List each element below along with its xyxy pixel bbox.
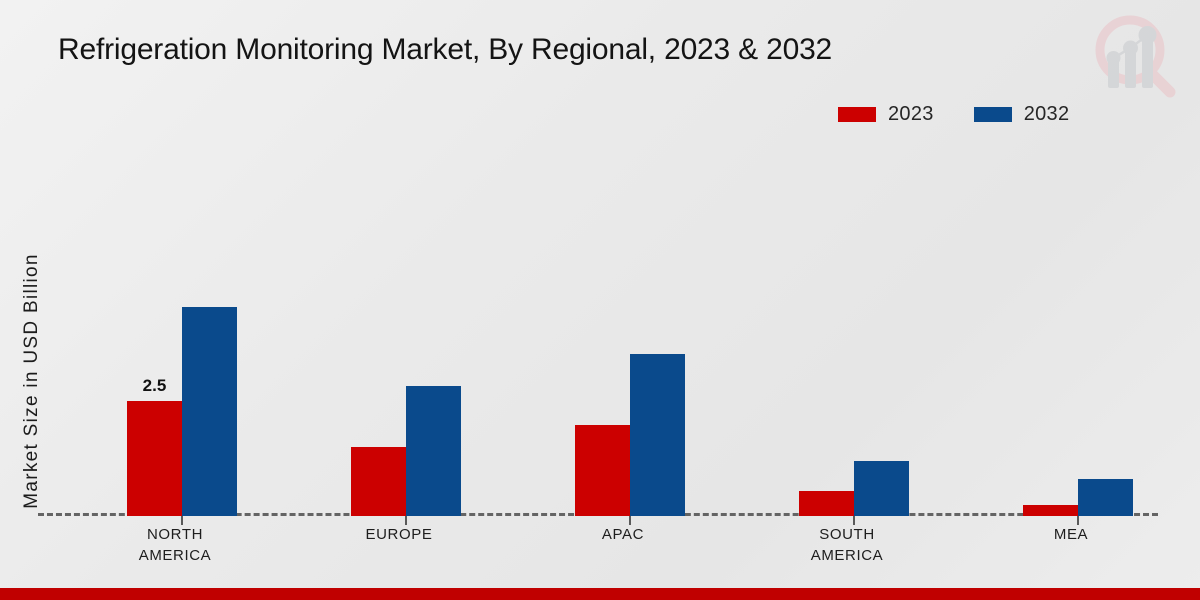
bar-mea-2032[interactable]	[1078, 479, 1133, 516]
bar-group-south-america: SOUTH AMERICA	[782, 140, 926, 564]
chart-legend: 2023 2032	[838, 103, 1069, 126]
legend-item-2023[interactable]: 2023	[838, 103, 934, 126]
x-axis-label-north-america: NORTH AMERICA	[138, 526, 212, 564]
bar-value-north-america-2023: 2.5	[142, 376, 167, 395]
bar-mea-2023[interactable]	[1023, 505, 1078, 516]
legend-swatch-2032	[973, 107, 1012, 122]
x-axis-label-europe: EUROPE	[365, 526, 433, 543]
bar-north-america-2032[interactable]	[182, 307, 237, 516]
watermark-logo-icon	[1078, 8, 1188, 103]
x-axis-tick-north-america	[181, 516, 183, 525]
bar-apac-2032[interactable]	[630, 354, 685, 516]
bar-south-america-2023[interactable]	[799, 491, 854, 516]
bar-group-mea: MEA	[1006, 140, 1150, 543]
x-axis-tick-europe	[405, 516, 407, 525]
x-axis-tick-mea	[1077, 516, 1079, 525]
legend-item-2032[interactable]: 2032	[973, 103, 1070, 126]
x-axis-label-south-america: SOUTH AMERICA	[810, 526, 884, 564]
x-axis-label-mea: MEA	[1053, 526, 1089, 543]
bar-north-america-2023[interactable]: 2.5	[127, 376, 182, 516]
bar-group-europe: EUROPE	[334, 140, 478, 543]
page-title: Refrigeration Monitoring Market, By Regi…	[58, 33, 833, 66]
bar-europe-2032[interactable]	[406, 386, 461, 516]
bar-group-apac: APAC	[558, 140, 702, 543]
bar-apac-2023[interactable]	[575, 425, 630, 516]
x-axis-label-apac: APAC	[601, 526, 645, 543]
bar-south-america-2032[interactable]	[854, 461, 909, 516]
x-axis-tick-apac	[629, 516, 631, 525]
legend-swatch-2023	[838, 107, 876, 122]
bar-group-north-america: 2.5 NORTH AMERICA	[110, 140, 254, 564]
footer-band	[0, 588, 1200, 600]
legend-label-2032: 2032	[1023, 103, 1070, 125]
plot-area: 2.5 NORTH AMERICA EUROPE APAC	[38, 140, 1158, 564]
legend-label-2023: 2023	[888, 103, 934, 125]
bar-europe-2023[interactable]	[351, 447, 406, 516]
x-axis-tick-south-america	[853, 516, 855, 525]
